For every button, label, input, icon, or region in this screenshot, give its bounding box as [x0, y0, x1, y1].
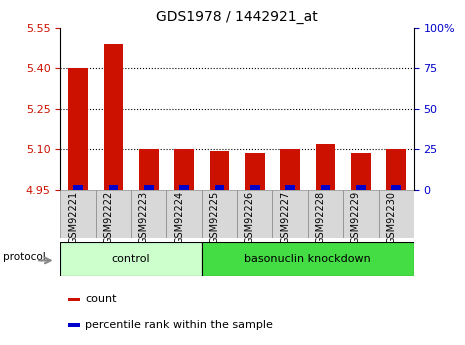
Bar — [237, 190, 272, 238]
Text: GSM92230: GSM92230 — [386, 191, 396, 244]
Text: GSM92224: GSM92224 — [174, 191, 184, 244]
Bar — [96, 190, 131, 238]
Bar — [379, 190, 414, 238]
Text: percentile rank within the sample: percentile rank within the sample — [85, 320, 273, 330]
Bar — [210, 150, 229, 190]
Bar — [144, 185, 153, 190]
Text: GSM92226: GSM92226 — [245, 191, 255, 244]
Bar — [343, 190, 379, 238]
Text: protocol: protocol — [3, 252, 46, 262]
Bar — [280, 149, 300, 190]
Bar — [179, 185, 189, 190]
Bar — [308, 190, 343, 238]
Bar — [68, 68, 88, 190]
Bar — [131, 190, 166, 238]
Bar — [386, 149, 406, 190]
Text: GSM92227: GSM92227 — [280, 191, 290, 244]
Text: GSM92222: GSM92222 — [103, 191, 113, 244]
Text: control: control — [112, 254, 151, 264]
Bar — [321, 185, 330, 190]
Text: count: count — [85, 294, 117, 304]
Bar — [60, 241, 202, 276]
Bar — [139, 149, 159, 190]
Title: GDS1978 / 1442921_at: GDS1978 / 1442921_at — [156, 10, 318, 24]
Bar — [392, 185, 401, 190]
Bar — [286, 185, 295, 190]
Bar — [60, 190, 96, 238]
Bar — [250, 185, 259, 190]
Bar — [109, 185, 118, 190]
Text: GSM92223: GSM92223 — [139, 191, 149, 244]
Bar — [272, 190, 308, 238]
Text: GSM92229: GSM92229 — [351, 191, 361, 244]
Bar — [73, 185, 83, 190]
Bar — [174, 149, 194, 190]
Bar — [202, 241, 414, 276]
Bar — [202, 190, 237, 238]
Bar — [351, 153, 371, 190]
Text: basonuclin knockdown: basonuclin knockdown — [245, 254, 371, 264]
Bar — [245, 153, 265, 190]
Bar — [166, 190, 202, 238]
Text: GSM92225: GSM92225 — [209, 191, 219, 244]
Bar — [104, 44, 123, 190]
Text: GSM92228: GSM92228 — [315, 191, 326, 244]
Text: GSM92221: GSM92221 — [68, 191, 78, 244]
Bar — [67, 323, 80, 327]
Bar — [316, 144, 335, 190]
Bar — [215, 185, 224, 190]
Bar — [356, 185, 365, 190]
Bar — [67, 297, 80, 301]
